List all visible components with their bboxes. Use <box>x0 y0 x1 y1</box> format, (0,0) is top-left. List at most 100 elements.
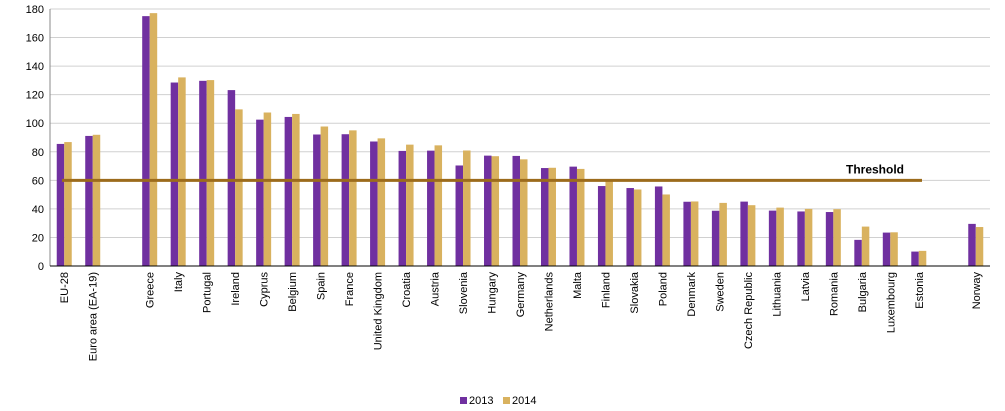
bar-2014 <box>64 142 72 266</box>
bar-2013 <box>854 239 862 266</box>
category-label: Hungary <box>487 272 499 314</box>
legend-swatch-2013 <box>460 397 467 404</box>
bar-2014 <box>520 159 528 266</box>
bar-2014 <box>804 208 813 266</box>
category-label: Sweden <box>714 272 726 312</box>
category-label: Norway <box>971 272 983 310</box>
bar-2014 <box>690 201 699 266</box>
bar-2013 <box>597 186 606 266</box>
bar-2013 <box>199 80 207 266</box>
bar-2013 <box>484 155 492 266</box>
bars <box>56 13 984 267</box>
bar-2013 <box>56 143 65 266</box>
bar-2013 <box>370 141 378 266</box>
category-label: Finland <box>600 272 612 308</box>
category-label: Euro area (EA-19) <box>88 272 100 361</box>
bar-2014 <box>918 250 927 266</box>
bar-2013 <box>540 168 549 266</box>
bar-2013 <box>683 201 691 266</box>
bar-2014 <box>377 138 386 266</box>
y-tick-label: 180 <box>26 4 44 16</box>
bar-2014 <box>776 207 784 266</box>
y-tick-label: 120 <box>26 90 44 102</box>
category-label: Luxembourg <box>885 272 897 333</box>
bar-2014 <box>975 227 984 266</box>
bar-2013 <box>512 155 520 266</box>
y-tick-label: 60 <box>32 175 44 187</box>
bar-2014 <box>292 113 300 266</box>
bar-2013 <box>256 119 264 267</box>
category-label: Croatia <box>401 271 413 307</box>
bar-2013 <box>882 232 891 266</box>
y-tick-label: 20 <box>32 232 44 244</box>
threshold: Threshold <box>62 162 922 182</box>
bar-2014 <box>861 226 870 266</box>
bar-2014 <box>633 189 642 266</box>
category-label: Denmark <box>686 272 698 317</box>
category-label: Poland <box>657 272 669 306</box>
category-label: Austria <box>430 271 442 306</box>
legend-swatch-2014 <box>503 397 510 404</box>
y-axis: 0 20 40 60 80 100 120 140 160 180 <box>26 4 51 273</box>
bar-2014 <box>178 77 186 266</box>
category-label: Cyprus <box>259 272 271 307</box>
category-label: Bulgaria <box>857 271 869 312</box>
bar-2014 <box>890 232 898 266</box>
bar-2013 <box>227 90 236 266</box>
category-label: Portugal <box>202 272 214 313</box>
bar-2013 <box>797 211 805 266</box>
bar-2013 <box>825 212 834 266</box>
legend: 2013 2014 <box>460 395 536 407</box>
category-label: Slovakia <box>629 271 641 313</box>
category-label: Belgium <box>287 272 299 312</box>
bar-2014 <box>149 13 158 267</box>
category-label: Spain <box>316 272 328 300</box>
bar-2014 <box>719 202 727 266</box>
bar-2014 <box>235 109 243 267</box>
legend-label-2014: 2014 <box>512 395 536 407</box>
category-label: Netherlands <box>543 272 555 332</box>
bar-2014 <box>434 145 443 266</box>
category-label: Italy <box>173 272 185 293</box>
category-label: Slovenia <box>458 271 470 314</box>
bar-2013 <box>740 201 748 266</box>
bar-2014 <box>263 112 272 266</box>
threshold-label: Threshold <box>846 162 904 176</box>
bar-2014 <box>206 80 215 266</box>
category-label: Ireland <box>230 272 242 306</box>
bar-2014 <box>92 134 101 266</box>
bar-2013 <box>968 223 976 266</box>
bar-2014 <box>576 168 585 266</box>
category-label: United Kingdom <box>373 272 385 350</box>
bar-2014 <box>747 205 756 266</box>
category-label: Lithuania <box>771 271 783 317</box>
y-tick-label: 160 <box>26 33 44 45</box>
bar-2013 <box>711 210 720 266</box>
bar-2013 <box>569 166 577 266</box>
bar-2013 <box>427 150 435 266</box>
bar-2013 <box>341 134 350 266</box>
category-label: France <box>344 272 356 306</box>
bar-2013 <box>284 116 293 266</box>
category-label: Estonia <box>914 271 926 309</box>
bar-2014 <box>491 156 500 266</box>
x-axis: EU-28 Euro area (EA-19) Greece Italy Portuga… <box>50 265 990 361</box>
category-label: Czech Republic <box>743 272 755 350</box>
category-label: EU-28 <box>59 272 71 303</box>
bar-2014 <box>548 167 556 266</box>
bar-2013 <box>626 188 634 266</box>
y-tick-label: 80 <box>32 147 44 159</box>
bar-2013 <box>170 82 179 266</box>
bar-2013 <box>911 251 919 266</box>
bar-2013 <box>142 16 150 266</box>
category-label: Germany <box>515 272 527 318</box>
bar-2014 <box>349 130 357 266</box>
category-label: Latvia <box>800 271 812 301</box>
bar-2014 <box>463 150 471 266</box>
category-label: Greece <box>145 272 157 308</box>
category-label: Malta <box>572 271 584 299</box>
bar-2013 <box>85 135 93 266</box>
y-tick-label: 0 <box>38 261 44 273</box>
bar-2013 <box>654 186 663 266</box>
